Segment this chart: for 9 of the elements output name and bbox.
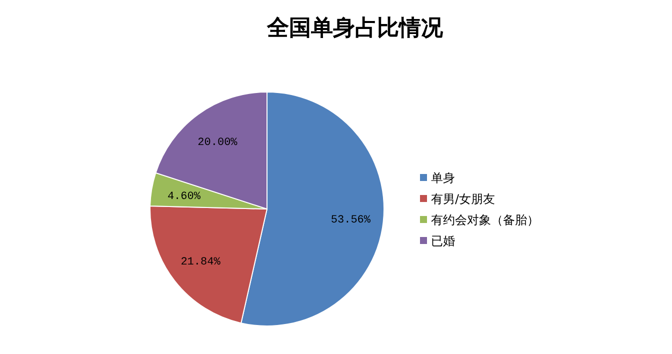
chart-title: 全国单身占比情况 [266, 15, 444, 40]
legend-label: 单身 [431, 171, 455, 185]
legend-label: 已婚 [431, 234, 455, 248]
data-label: 53.56% [330, 214, 371, 226]
data-label: 21.84% [180, 256, 221, 269]
data-label: 20.00% [198, 136, 238, 149]
legend-label: 有男/女朋友 [431, 192, 496, 206]
legend-label: 有约会对象（备胎） [431, 213, 539, 227]
data-label: 4.60% [167, 190, 201, 203]
